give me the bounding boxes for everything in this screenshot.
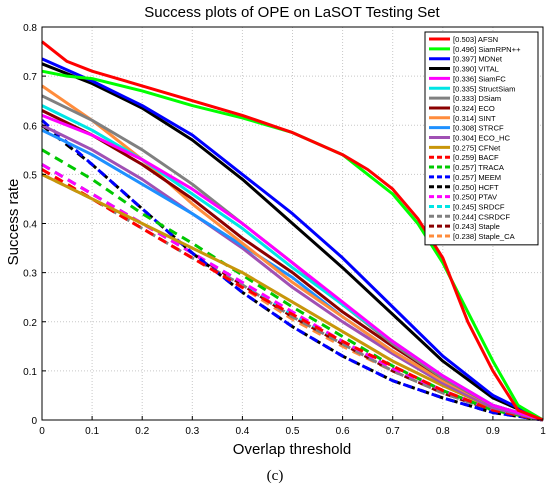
- legend-entry-label: [0.314] SINT: [453, 114, 496, 123]
- x-tick-label: 0.1: [85, 426, 99, 437]
- legend-entry-label: [0.259] BACF: [453, 153, 499, 162]
- legend-entry-label: [0.397] MDNet: [453, 55, 503, 64]
- legend-entry-label: [0.335] StructSiam: [453, 84, 515, 93]
- x-tick-label: 0.9: [486, 426, 500, 437]
- y-tick-label: 0.1: [23, 367, 37, 378]
- y-tick-label: 0.3: [23, 269, 37, 280]
- series-line: [41, 119, 544, 422]
- x-tick-label: 0: [39, 426, 45, 437]
- legend-entry-label: [0.238] Staple_CA: [453, 232, 516, 241]
- legend-entry-label: [0.304] ECO_HC: [453, 134, 510, 143]
- x-tick-label: 0.4: [235, 426, 249, 437]
- x-tick-label: 0.2: [135, 426, 149, 437]
- legend-entry-label: [0.250] PTAV: [453, 193, 498, 202]
- y-tick-label: 0.6: [23, 121, 37, 132]
- legend-entry-label: [0.243] Staple: [453, 222, 500, 231]
- legend-entry-label: [0.245] SRDCF: [453, 202, 505, 211]
- x-tick-label: 0.8: [436, 426, 450, 437]
- legend-entry-label: [0.503] AFSN: [453, 35, 498, 44]
- x-tick-label: 0.5: [286, 426, 300, 437]
- series-line: [41, 40, 544, 422]
- legend-entry-label: [0.244] CSRDCF: [453, 212, 510, 221]
- legend-entry-label: [0.257] TRACA: [453, 163, 505, 172]
- legend-entry-label: [0.257] MEEM: [453, 173, 501, 182]
- series-line: [41, 114, 544, 422]
- y-tick-label: 0.2: [23, 318, 37, 329]
- legend-entry-label: [0.308] STRCF: [453, 124, 504, 133]
- series-line: [41, 148, 544, 422]
- series-line: [41, 57, 544, 422]
- series-line: [41, 123, 544, 422]
- legend-entry-label: [0.496] SiamRPN++: [453, 45, 521, 54]
- y-tick-label: 0.8: [23, 23, 37, 34]
- y-tick-label: 0.7: [23, 72, 37, 83]
- y-tick-label: 0: [31, 416, 37, 427]
- y-axis-label: Success rate: [5, 179, 22, 266]
- legend-entry-label: [0.324] ECO: [453, 104, 495, 113]
- legend-entry-label: [0.336] SiamFC: [453, 74, 506, 83]
- series-line: [41, 62, 544, 422]
- axis-ticks: 0 0.1 0.2 0.3 0.4 0.5 0.6 0.7 0.8 0.9 1 0 0.1 0.2 0.3 0…: [23, 23, 546, 437]
- legend-entry-label: [0.250] HCFT: [453, 183, 499, 192]
- x-tick-label: 0.6: [336, 426, 350, 437]
- x-tick-label: 0.7: [386, 426, 400, 437]
- x-tick-label: 1: [540, 426, 546, 437]
- legend-entry-label: [0.333] DSiam: [453, 94, 501, 103]
- series-lines: [41, 40, 544, 422]
- success-plot-chart: Success plots of OPE on LaSOT Testing Se…: [5, 4, 546, 458]
- x-tick-label: 0.3: [185, 426, 199, 437]
- y-tick-label: 0.5: [23, 170, 37, 181]
- series-line: [41, 168, 544, 422]
- legend: [0.503] AFSN[0.496] SiamRPN++[0.397] MDN…: [424, 31, 539, 246]
- x-axis-label: Overlap threshold: [233, 441, 351, 458]
- chart-title: Success plots of OPE on LaSOT Testing Se…: [144, 4, 440, 21]
- figure-caption: (c): [266, 468, 284, 484]
- legend-entry-label: [0.275] CFNet: [453, 143, 501, 152]
- legend-entry-label: [0.390] VITAL: [453, 65, 499, 74]
- series-line: [41, 69, 544, 422]
- y-tick-label: 0.4: [23, 220, 37, 231]
